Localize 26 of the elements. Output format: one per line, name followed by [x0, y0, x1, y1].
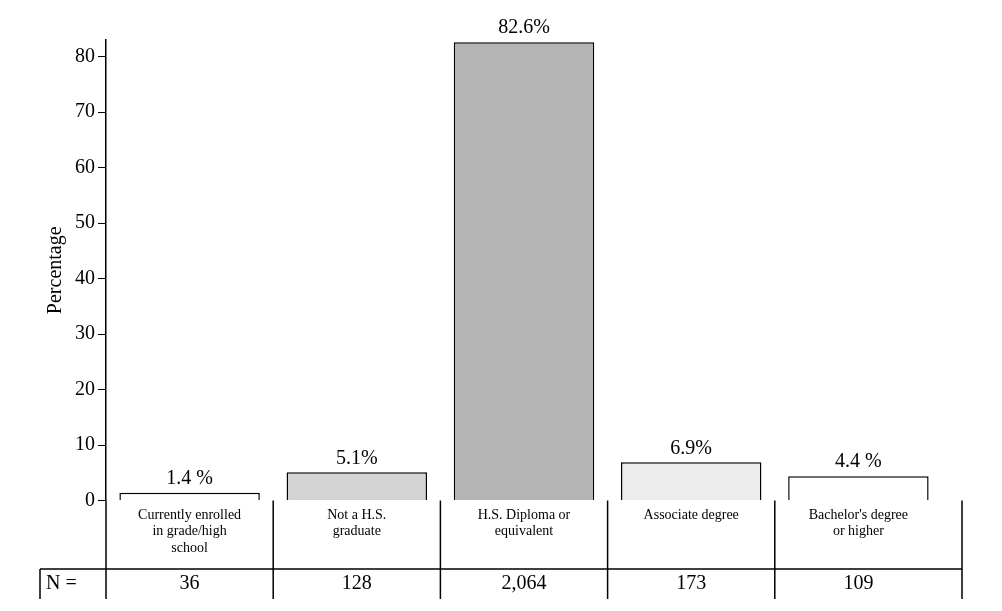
y-axis-title: Percentage: [43, 226, 67, 315]
y-tick-label: 70: [75, 99, 95, 122]
x-tick-label: Associate degree: [643, 506, 739, 522]
text: N =: [46, 571, 77, 594]
text: 2,064: [501, 571, 547, 594]
text: 36: [179, 571, 200, 594]
x-tick-label: Currently enrolled in grade/high school: [138, 506, 242, 556]
data-label: 6.9%: [670, 435, 713, 458]
text: 109: [843, 571, 874, 594]
data-label: 82.6%: [498, 15, 550, 38]
y-tick-label: 80: [75, 43, 95, 66]
data-label: 5.1%: [335, 445, 378, 468]
y-tick-label: 40: [75, 265, 95, 288]
x-tick-label: Not a H.S. graduate: [327, 506, 387, 539]
data-label: 4.4 %: [835, 449, 882, 472]
text: 128: [341, 571, 372, 594]
data-label: 1.4 %: [166, 466, 213, 489]
y-tick-label: 60: [75, 154, 95, 177]
x-tick-label: H.S. Diploma or equivalent: [477, 506, 571, 539]
y-tick-label: 50: [75, 210, 95, 233]
y-tick-label: 10: [75, 432, 95, 455]
text: 173: [676, 571, 707, 594]
y-tick-label: 20: [75, 376, 95, 399]
x-tick-label: Bachelor's degree or higher: [808, 506, 909, 539]
y-tick-label: 30: [75, 321, 95, 344]
y-tick-label: 0: [85, 487, 95, 510]
